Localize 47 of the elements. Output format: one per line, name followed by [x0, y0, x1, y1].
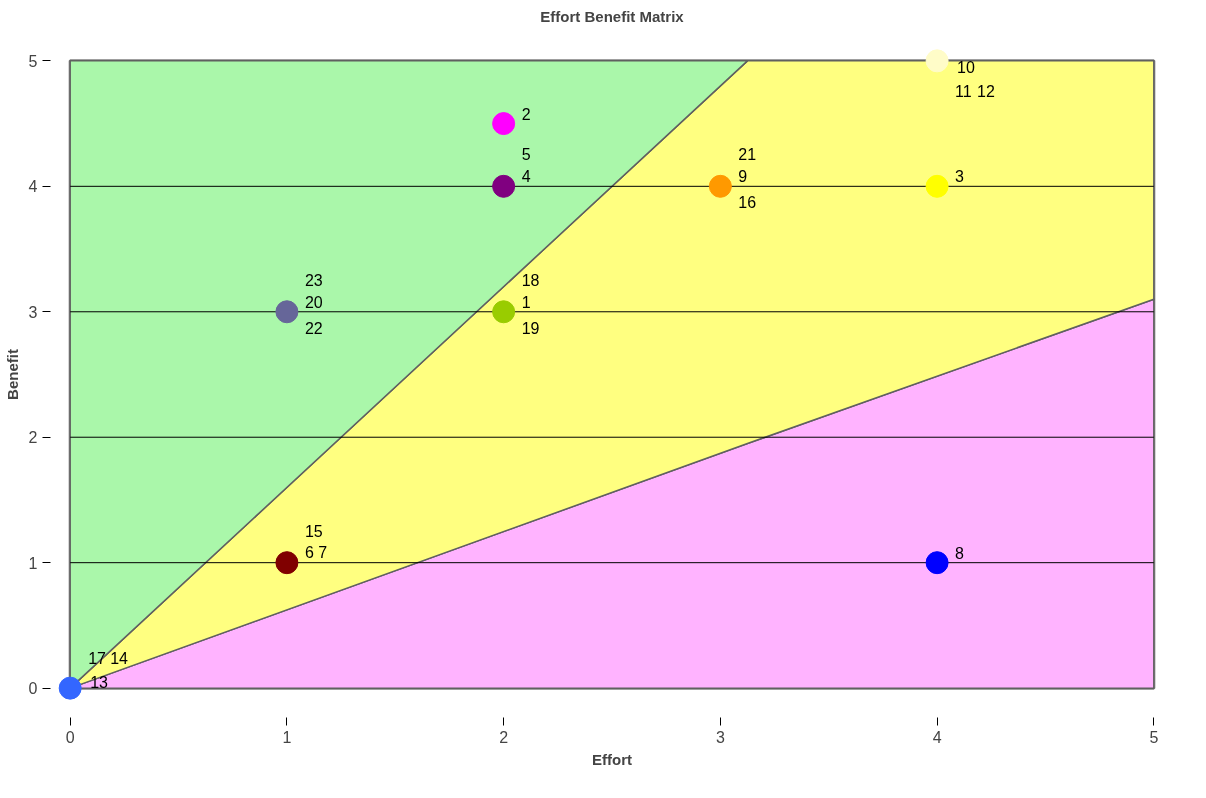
point [492, 112, 516, 136]
annotation: 22 [304, 319, 323, 337]
annotation: 1 [521, 293, 531, 311]
annotation: 9 [738, 168, 748, 186]
point [275, 551, 299, 575]
annotation: 21 [738, 146, 757, 164]
annotation: 5 [521, 146, 531, 164]
point [925, 551, 949, 575]
point [492, 300, 516, 324]
x-tick-label: 2 [499, 728, 509, 746]
x-tick-label: 0 [65, 728, 75, 746]
annotation: 14 [110, 650, 129, 668]
y-tick-label: 5 [28, 52, 38, 70]
annotation: 16 [738, 194, 757, 212]
annotation: 10 [957, 58, 975, 76]
point [925, 174, 949, 198]
point [925, 49, 949, 73]
y-tick-label: 4 [28, 178, 38, 196]
x-tick-label: 5 [1149, 728, 1159, 746]
chart-title: Effort Benefit Matrix [540, 7, 685, 25]
y-tick-label: 1 [28, 554, 38, 572]
point [275, 300, 299, 324]
y-tick-label: 2 [28, 429, 38, 447]
point [492, 174, 516, 198]
annotation: 2 [521, 105, 531, 123]
annotation: 13 [90, 674, 109, 692]
x-tick-label: 4 [932, 728, 942, 746]
annotation: 18 [521, 271, 540, 289]
point [58, 676, 82, 700]
y-tick-label: 3 [28, 303, 38, 321]
annotation: 15 [304, 522, 323, 540]
annotation: 11 [955, 82, 972, 100]
annotation: 12 [977, 82, 995, 100]
y-tick-label: 0 [28, 680, 38, 698]
point [708, 174, 732, 198]
annotation: 23 [304, 271, 323, 289]
x-axis-title: Effort [592, 750, 632, 768]
annotation: 20 [304, 293, 323, 311]
x-tick-label: 1 [282, 728, 292, 746]
annotation: 19 [521, 319, 540, 337]
annotation: 4 [521, 168, 531, 186]
annotation: 8 [955, 544, 965, 562]
annotation: 6 7 [304, 544, 328, 562]
annotation: 3 [955, 168, 965, 186]
x-tick-label: 3 [715, 728, 725, 746]
y-axis-title: Benefit [3, 349, 21, 400]
annotation: 17 [88, 650, 107, 668]
